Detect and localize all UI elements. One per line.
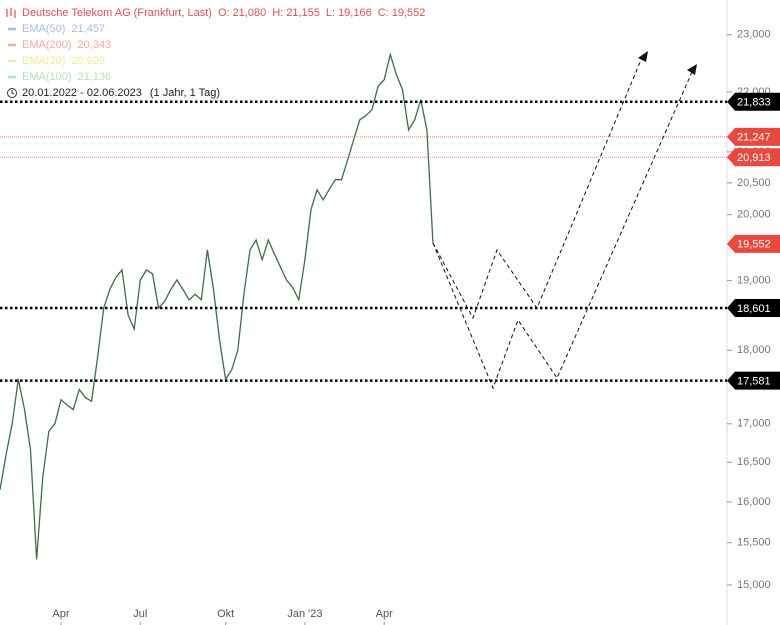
- y-tick-label: 20,000: [737, 209, 771, 221]
- level-tag: [727, 234, 780, 253]
- y-tick-label: 20,500: [737, 177, 771, 189]
- y-tick-label: 16,000: [737, 496, 771, 508]
- x-tick-label: Jul: [133, 608, 147, 620]
- legend-value: 21,457: [71, 23, 105, 35]
- y-tick-label: 18,000: [737, 344, 771, 356]
- date-range: 20.01.2022 - 02.06.2023: [22, 87, 142, 99]
- legend-name: EMA(50): [22, 23, 65, 35]
- legend-entry: EMA(100) 21,136: [22, 71, 111, 83]
- arrow-head: [687, 64, 697, 75]
- ohlc-value: 19,166: [338, 7, 372, 19]
- y-tick-label: 15,500: [737, 537, 771, 549]
- level-tag: [727, 92, 780, 111]
- ohlc-value: 19,552: [392, 7, 426, 19]
- level-label: 20,913: [737, 152, 771, 164]
- title: Deutsche Telekom AG (Frankfurt, Last) O: 2…: [22, 7, 425, 19]
- x-tick-label: Apr: [376, 608, 393, 620]
- level-tag: [727, 127, 780, 146]
- legend-name: EMA(100): [22, 71, 72, 83]
- title-text: Deutsche Telekom AG (Frankfurt, Last): [22, 7, 212, 19]
- ohlc-name: L:: [326, 7, 335, 19]
- level-label: 21,247: [737, 132, 771, 144]
- logo-icon: [6, 8, 16, 18]
- price-line: [0, 52, 434, 560]
- legend-value: 20,929: [71, 55, 105, 67]
- y-tick-label: 17,000: [737, 418, 771, 430]
- level-label: 21,833: [737, 97, 771, 109]
- y-tick-label: 23,000: [737, 29, 771, 41]
- ohlc-value: 21,080: [233, 7, 267, 19]
- ohlc-name: O:: [218, 7, 230, 19]
- legend-value: 20,343: [78, 39, 112, 51]
- y-tick-label: 15,000: [737, 579, 771, 591]
- legend-name: EMA(20): [22, 55, 65, 67]
- period: (1 Jahr, 1 Tag): [150, 87, 220, 99]
- ohlc-name: C:: [378, 7, 389, 19]
- level-tag: [727, 371, 780, 390]
- y-tick-label: 16,500: [737, 456, 771, 468]
- projection-path: [432, 59, 642, 320]
- legend-value: 21,136: [78, 71, 112, 83]
- arrow-head: [638, 51, 648, 62]
- legend-name: EMA(200): [22, 39, 72, 51]
- legend-entry: EMA(50) 21,457: [22, 23, 105, 35]
- projection: [432, 59, 693, 390]
- header: Deutsche Telekom AG (Frankfurt, Last) O: 2…: [8, 7, 425, 99]
- y-tick-label: 19,000: [737, 275, 771, 287]
- legend-entry: EMA(20) 20,929: [22, 55, 105, 67]
- level-tag: [727, 148, 780, 167]
- level-tag: [727, 298, 780, 317]
- clock-icon: [7, 88, 17, 98]
- ohlc-value: 21,155: [286, 7, 320, 19]
- date-range: 20.01.2022 - 02.06.2023 (1 Jahr, 1 Tag): [22, 87, 220, 99]
- level-label: 17,581: [737, 375, 771, 387]
- ohlc-name: H:: [272, 7, 283, 19]
- level-label: 18,601: [737, 303, 771, 315]
- x-tick-label: Jan '23: [287, 608, 322, 620]
- x-tick-label: Okt: [217, 608, 234, 620]
- x-tick-label: Apr: [52, 608, 69, 620]
- legend-entry: EMA(200) 20,343: [22, 39, 111, 51]
- level-label: 19,552: [737, 239, 771, 251]
